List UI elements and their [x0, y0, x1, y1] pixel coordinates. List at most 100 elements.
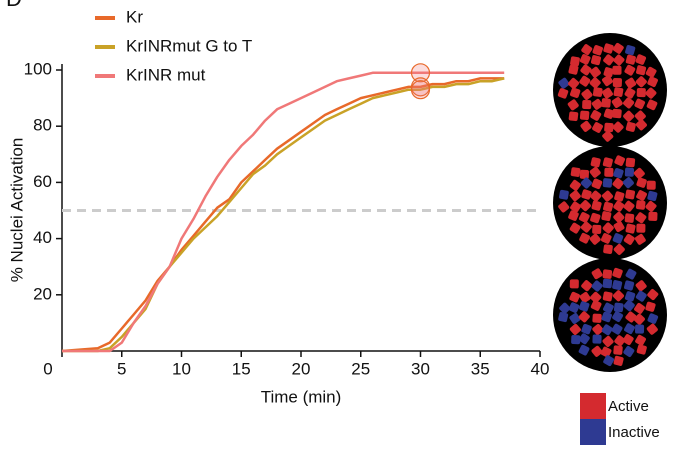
nucleus	[623, 200, 635, 212]
nucleus	[580, 177, 592, 189]
nucleus	[592, 45, 603, 56]
nucleus	[601, 98, 611, 108]
nucleus	[636, 190, 647, 201]
nucleus	[582, 99, 592, 110]
image-legend-swatch	[580, 419, 606, 445]
nucleus	[612, 267, 623, 279]
nucleus	[612, 178, 624, 190]
x-tick-label: 15	[232, 359, 251, 378]
nucleus	[611, 323, 623, 335]
nucleus	[590, 157, 601, 168]
nucleus	[569, 87, 581, 98]
nucleus	[647, 313, 659, 324]
nucleus	[570, 167, 581, 177]
nucleus	[614, 191, 625, 202]
nucleus	[625, 268, 637, 280]
nucleus	[634, 98, 646, 110]
nucleus	[580, 64, 592, 76]
nucleus	[624, 213, 635, 223]
nucleus	[590, 110, 602, 121]
nucleus	[603, 67, 614, 78]
nucleus	[578, 212, 590, 223]
nucleus	[568, 77, 580, 89]
nucleus	[602, 222, 614, 234]
nucleus	[603, 355, 615, 367]
image-legend-label: Inactive	[608, 424, 660, 441]
nucleus	[581, 189, 592, 200]
y-tick-label: 60	[33, 172, 52, 191]
nucleus	[613, 243, 625, 255]
nucleus	[567, 99, 579, 111]
nucleus	[603, 302, 614, 314]
nucleus	[579, 54, 591, 65]
nucleus	[602, 278, 613, 289]
nucleus	[603, 43, 614, 54]
nucleus	[568, 64, 579, 75]
nucleus	[603, 108, 615, 119]
image-legend-swatch	[580, 393, 606, 419]
nucleus	[570, 56, 580, 67]
nucleus	[590, 300, 602, 311]
nucleus	[613, 345, 623, 355]
nucleus	[613, 168, 624, 179]
nucleus	[614, 335, 626, 347]
nucleus	[578, 311, 590, 323]
nucleus	[625, 223, 636, 234]
nucleus	[612, 108, 622, 119]
nucleus	[579, 232, 590, 244]
nucleus	[592, 224, 602, 234]
nucleus	[633, 313, 645, 325]
nucleus	[612, 290, 624, 302]
nucleus	[590, 55, 602, 66]
nucleus	[636, 177, 647, 188]
nucleus	[647, 190, 658, 202]
nucleus	[571, 335, 581, 345]
nucleus	[646, 180, 656, 190]
series-line	[62, 71, 505, 353]
x-tick-label: 35	[471, 359, 490, 378]
nucleus	[635, 334, 646, 346]
nucleus	[634, 110, 646, 122]
nucleus	[636, 65, 647, 76]
nucleus	[613, 355, 624, 366]
x-tick-label: 0	[43, 359, 52, 378]
nucleus	[635, 212, 647, 224]
nucleus	[602, 335, 614, 347]
nucleus	[604, 167, 614, 177]
nucleus	[557, 88, 569, 99]
nucleus	[612, 121, 624, 133]
nucleus	[622, 177, 634, 189]
nucleus	[611, 97, 623, 108]
nucleus	[612, 77, 622, 88]
nucleus	[579, 169, 590, 179]
nucleus	[622, 334, 634, 346]
nucleus	[625, 311, 637, 323]
nucleus	[602, 178, 613, 188]
nucleus	[603, 201, 614, 212]
nucleus	[613, 221, 625, 233]
nucleus	[579, 110, 590, 121]
nucleus	[613, 87, 624, 97]
nucleus	[647, 289, 659, 301]
nucleus	[600, 346, 612, 358]
nucleus	[590, 212, 601, 224]
nucleus	[569, 312, 581, 324]
nucleus	[569, 291, 580, 303]
nucleus	[635, 280, 647, 292]
nucleus	[624, 280, 635, 291]
nucleus	[645, 87, 657, 99]
nucleus	[578, 333, 590, 345]
nucleus	[558, 201, 570, 213]
nuclei-images	[553, 33, 667, 372]
nucleus	[592, 313, 602, 323]
nucleus	[624, 323, 635, 335]
marker	[410, 63, 431, 83]
nucleus	[601, 190, 614, 202]
nucleus	[589, 166, 601, 178]
nucleus	[613, 211, 625, 223]
nucleus	[568, 210, 579, 221]
series-line	[62, 77, 505, 353]
nucleus	[603, 54, 615, 66]
nucleus	[634, 302, 646, 314]
nucleus	[601, 211, 612, 222]
